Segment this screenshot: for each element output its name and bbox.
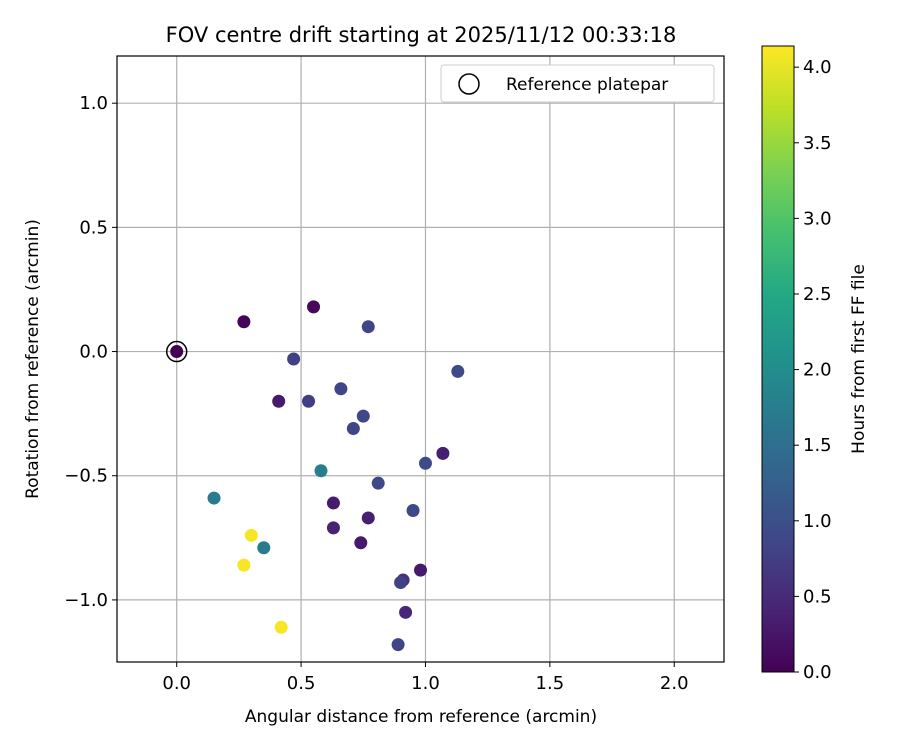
data-point xyxy=(406,504,420,517)
data-point xyxy=(274,620,288,634)
data-point xyxy=(399,605,413,619)
y-tick-label: −1.0 xyxy=(64,590,108,611)
data-point xyxy=(451,364,465,378)
plot-area: 0.0 0.5 1.0 1.5 2.0 −1.0 −0.5 0.0 0.5 1.0 xyxy=(64,55,725,694)
data-point xyxy=(326,521,340,535)
y-tick-label: 1.0 xyxy=(79,93,108,114)
data-point xyxy=(356,409,370,423)
data-point xyxy=(436,446,450,460)
data-points xyxy=(165,300,465,652)
x-tick-label: 1.0 xyxy=(411,673,440,694)
x-tick-label: 0.5 xyxy=(287,673,316,694)
x-axis-label: Angular distance from reference (arcmin) xyxy=(245,707,597,727)
x-axis-ticks: 0.0 0.5 1.0 1.5 2.0 xyxy=(162,662,689,694)
data-point xyxy=(237,315,251,329)
legend: Reference platepar xyxy=(440,64,715,103)
data-point xyxy=(257,541,271,555)
colorbar-tick-label: 4.0 xyxy=(803,57,832,78)
data-point xyxy=(326,496,340,510)
data-point xyxy=(237,558,251,572)
data-point xyxy=(354,536,368,550)
colorbar-tick-label: 3.5 xyxy=(803,133,832,154)
data-point xyxy=(302,394,316,408)
data-point xyxy=(346,422,360,436)
colorbar-tick-label: 0.0 xyxy=(803,662,832,683)
y-tick-label: 0.0 xyxy=(79,342,108,363)
colorbar-tick-label: 2.0 xyxy=(803,360,832,381)
y-tick-label: 0.5 xyxy=(79,217,108,238)
data-point xyxy=(361,320,375,334)
grid-lines xyxy=(117,56,724,662)
legend-box xyxy=(440,64,715,103)
colorbar-tick-label: 3.0 xyxy=(803,208,832,229)
data-point xyxy=(334,382,348,396)
y-axis-label: Rotation from reference (arcmin) xyxy=(23,219,43,499)
x-tick-label: 1.5 xyxy=(536,673,565,694)
data-point xyxy=(414,563,427,577)
colorbar-tick-label: 1.5 xyxy=(803,435,832,456)
data-point xyxy=(170,345,184,359)
data-point xyxy=(391,638,405,652)
data-point xyxy=(207,491,221,505)
colorbar-gradient xyxy=(761,45,795,673)
colorbar-tick-label: 1.0 xyxy=(803,511,832,532)
data-point xyxy=(418,456,432,470)
reference-marker xyxy=(165,340,188,363)
plot-background xyxy=(117,56,724,662)
colorbar-tick-label: 0.5 xyxy=(803,586,832,607)
data-point xyxy=(272,394,286,408)
chart-title: FOV centre drift starting at 2025/11/12 … xyxy=(166,23,677,47)
data-point xyxy=(307,300,321,314)
x-tick-label: 0.0 xyxy=(162,673,191,694)
data-point xyxy=(244,528,258,542)
colorbar: 0.0 0.5 1.0 1.5 2.0 2.5 3.0 3.5 4.0 Hours from f… xyxy=(761,45,869,683)
data-point xyxy=(371,476,385,490)
colorbar-tick-label: 2.5 xyxy=(803,284,832,305)
data-point xyxy=(314,464,328,478)
y-axis-ticks: −1.0 −0.5 0.0 0.5 1.0 xyxy=(64,93,117,611)
legend-marker-reference xyxy=(458,73,480,95)
colorbar-ticks: 0.0 0.5 1.0 1.5 2.0 2.5 3.0 3.5 4.0 xyxy=(794,57,832,683)
legend-label-reference: Reference platepar xyxy=(506,75,668,95)
y-tick-label: −0.5 xyxy=(64,466,108,487)
data-point xyxy=(361,511,375,525)
plot-frame xyxy=(116,55,725,663)
colorbar-label: Hours from first FF file xyxy=(849,264,869,454)
data-point xyxy=(287,352,301,366)
data-point xyxy=(394,576,408,590)
x-tick-label: 2.0 xyxy=(660,673,689,694)
